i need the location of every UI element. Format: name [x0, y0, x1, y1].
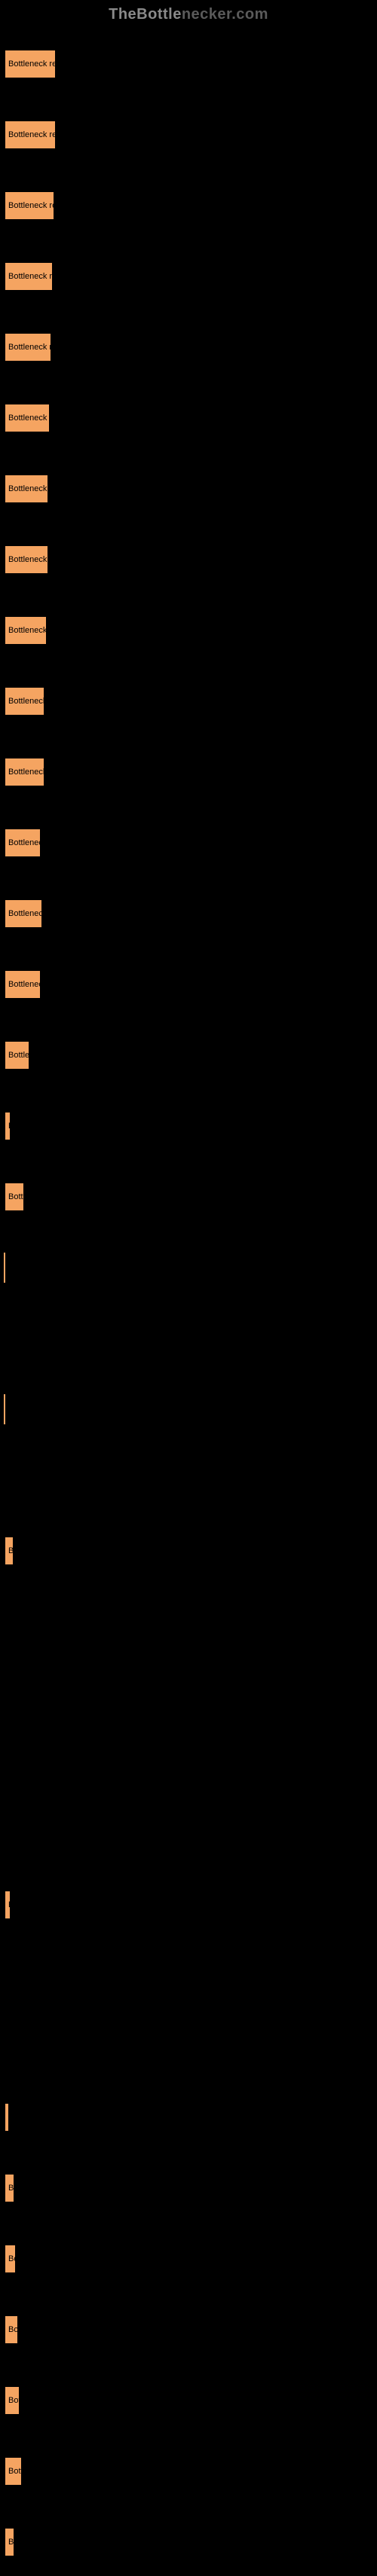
bar-label: B	[8, 1900, 11, 1909]
bar: Bottleneck res	[4, 403, 51, 433]
bar: Bot	[4, 2315, 19, 2345]
bar: Bottleneck r	[4, 899, 43, 929]
bar: Bo	[4, 1536, 14, 1566]
bar: Bottleneck res	[4, 545, 49, 575]
bar-row: Bottleneck res	[4, 172, 373, 240]
bar: B	[4, 1890, 11, 1920]
bar	[4, 1394, 5, 1424]
bar: Bottleneck	[4, 969, 41, 1000]
bar-label: B	[8, 1122, 11, 1131]
bar-label: Bottleneck res	[8, 343, 52, 352]
bar-row: Bottleneck res	[4, 384, 373, 452]
bar-label: B	[8, 2113, 10, 2122]
bar-label: Bottleneck res	[8, 201, 55, 210]
bar-row: Bottleneck re	[4, 738, 373, 806]
bar-row: Bott	[4, 2367, 373, 2434]
bar-row: Bot	[4, 2296, 373, 2364]
bar-label: Bottleneck	[8, 980, 41, 989]
bar-row: Bottl	[4, 2437, 373, 2505]
bar-row	[4, 1729, 373, 1797]
bar-label: Bottleneck	[8, 838, 41, 847]
bar-row: Bottleneck resu	[4, 101, 373, 169]
bar-label: Bottleneck resu	[8, 60, 57, 69]
bar-row: Bottleneck resu	[4, 30, 373, 98]
bar: Bottle	[4, 1182, 25, 1212]
bar-row: Bottleneck	[4, 951, 373, 1018]
bar-row: Bo	[4, 2154, 373, 2222]
bar: Bottleneck re	[4, 615, 48, 646]
bar: Bo	[4, 2173, 15, 2203]
bar-label: Bottleneck re	[8, 768, 45, 777]
bar-row: Bottleneck res	[4, 313, 373, 381]
bar-row: Bo	[4, 1517, 373, 1585]
bar-label: Bottleneck res	[8, 414, 51, 423]
bar-chart: Bottleneck resu Bottleneck resu Bottleneck…	[4, 30, 373, 2403]
bar-row: B	[4, 2083, 373, 2151]
bar-row: Bottleneck res	[4, 243, 373, 310]
bar: B	[4, 2102, 10, 2132]
bar: Bottleneck	[4, 828, 41, 858]
bar: Bottleneck resu	[4, 120, 57, 150]
bar-label: Bot	[8, 2325, 19, 2334]
bar-row	[4, 1446, 373, 1514]
bar-row: Bottleneck re	[4, 597, 373, 664]
bar-label: Bott	[8, 2396, 20, 2405]
bar-label: Bottleneck res	[8, 272, 54, 281]
bar-row	[4, 1659, 373, 1726]
bar-label: Bo	[8, 2538, 15, 2547]
bar-label: Bottleneck res	[8, 555, 49, 564]
bar-row: Bottleneck	[4, 809, 373, 877]
bar-label: Bo	[8, 2254, 17, 2263]
bar-row: B	[4, 1871, 373, 1939]
bar: Bottleneck res	[4, 332, 52, 362]
bar-row	[4, 1375, 373, 1443]
bar-row	[4, 1942, 373, 2010]
bar	[4, 1253, 5, 1283]
bar: Bottleneck res	[4, 261, 54, 291]
bar-row: Bo	[4, 2508, 373, 2576]
bar-label: Bottl	[8, 2467, 23, 2476]
bar: Bottleneck res	[4, 474, 49, 504]
bar-row: Bottleneck res	[4, 455, 373, 523]
bar-row	[4, 1305, 373, 1372]
bar-row: Bottleneck r	[4, 880, 373, 948]
bar-label: Bottleneck resu	[8, 130, 57, 139]
bar-row	[4, 1588, 373, 1656]
bar-row: Bottleneck re	[4, 667, 373, 735]
bar: Bottl	[4, 2456, 23, 2486]
bar-row	[4, 1234, 373, 1302]
bar: Bo	[4, 2244, 17, 2274]
watermark-part2: necker.com	[182, 6, 268, 23]
bar-label: Bottleneck r	[8, 909, 43, 918]
bar: Bottlen	[4, 1040, 30, 1070]
watermark-text: TheBottlenecker.com	[109, 6, 268, 23]
bar-row: B	[4, 1092, 373, 1160]
bar: Bottleneck re	[4, 757, 45, 787]
bar: Bo	[4, 2527, 15, 2557]
bar-label: Bottleneck res	[8, 484, 49, 493]
bar-label: Bottleneck re	[8, 697, 45, 706]
watermark-part1: TheBottle	[109, 6, 182, 23]
bar-row: Bottle	[4, 1163, 373, 1231]
bar-label: Bottleneck re	[8, 626, 48, 635]
bar: Bottleneck res	[4, 191, 55, 221]
bar: Bott	[4, 2385, 20, 2416]
bar-label: Bottlen	[8, 1051, 30, 1060]
bar-row	[4, 1800, 373, 1868]
bar-label: Bottle	[8, 1192, 25, 1201]
bar-row: Bo	[4, 2225, 373, 2293]
bar-label: Bo	[8, 2184, 15, 2193]
bar-row: Bottleneck res	[4, 526, 373, 594]
bar-label: Bo	[8, 1546, 14, 1555]
bar-row	[4, 2013, 373, 2080]
bar: Bottleneck re	[4, 686, 45, 716]
bar-row: Bottlen	[4, 1021, 373, 1089]
bar: B	[4, 1111, 11, 1141]
bar: Bottleneck resu	[4, 49, 57, 79]
